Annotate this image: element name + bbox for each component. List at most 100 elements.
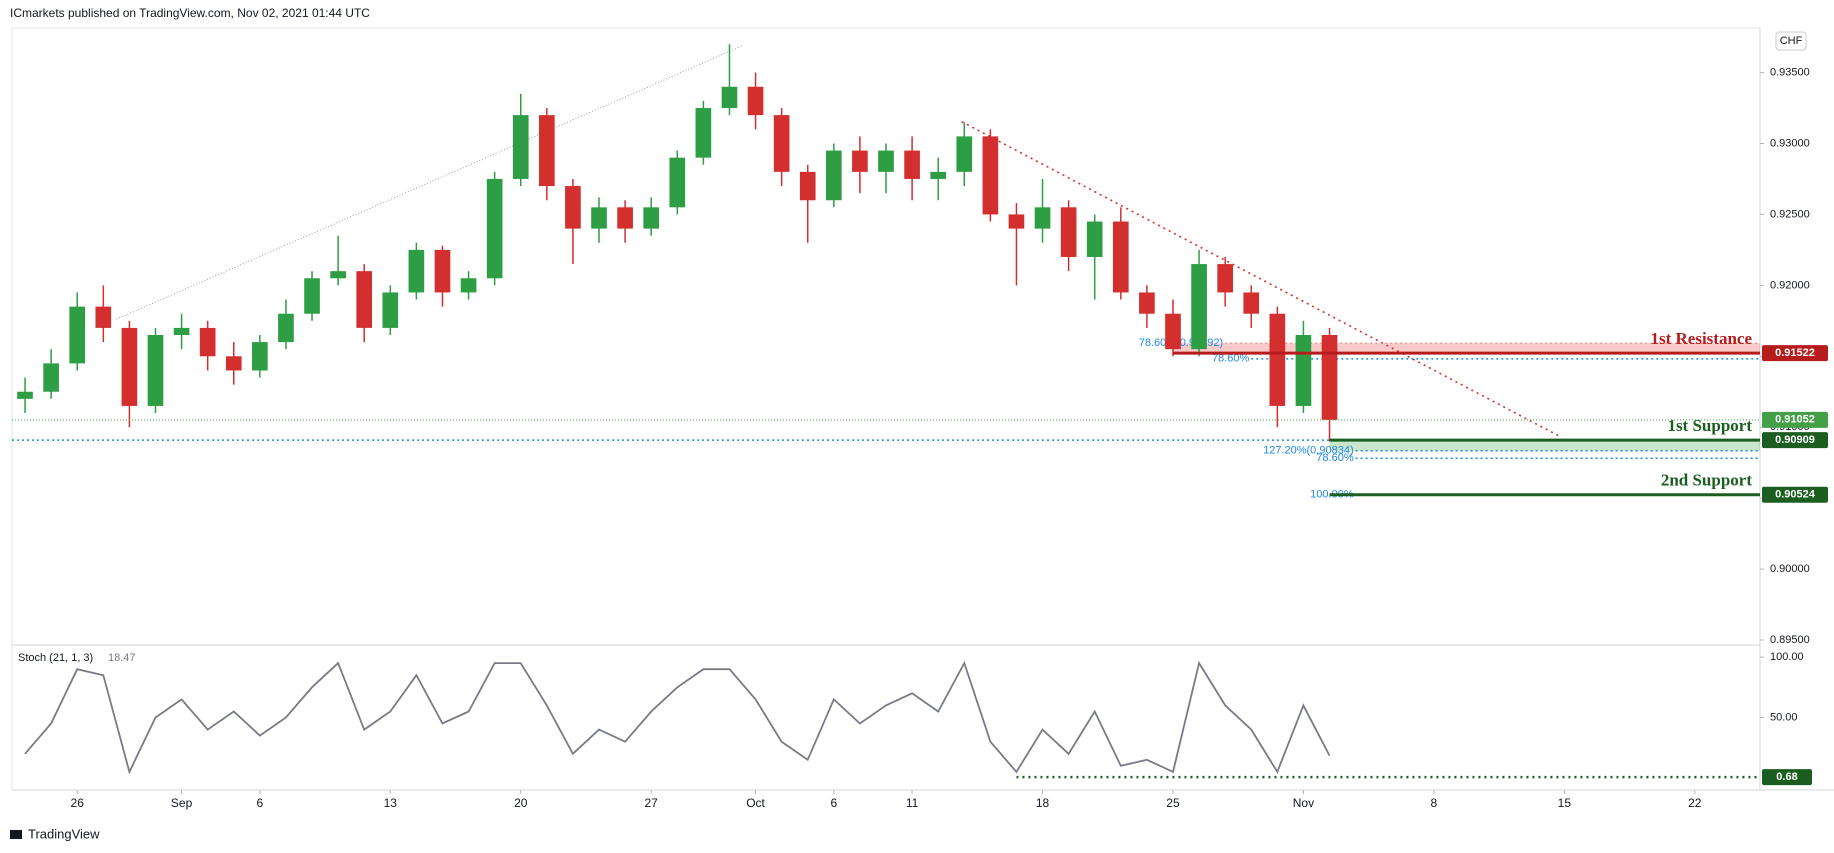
x-tick-label: 15 [1558, 796, 1572, 810]
candle-body [1139, 292, 1155, 314]
y-tick-label: 0.92500 [1770, 208, 1810, 220]
candle-body [382, 292, 399, 328]
candle-body [121, 327, 138, 406]
candle-body [408, 249, 425, 293]
candle-body [565, 186, 581, 229]
y-tick-label: 100.00 [1770, 651, 1804, 663]
candle-body [747, 86, 764, 116]
price-box [1762, 345, 1828, 362]
x-tick-label: 20 [514, 796, 528, 810]
candle-body [878, 150, 894, 172]
level-label: 1st Resistance [1650, 329, 1752, 348]
trendline [116, 45, 743, 320]
candle-body [278, 313, 294, 343]
x-tick-label: Sep [171, 796, 193, 810]
price-box [1762, 486, 1828, 503]
x-tick-label: 26 [71, 796, 85, 810]
candle-body [1243, 292, 1260, 314]
level-label: 1st Support [1667, 416, 1752, 435]
candle-body [721, 86, 738, 109]
candle-body [539, 115, 555, 187]
candle-body [356, 271, 373, 328]
x-tick-label: 8 [1431, 796, 1438, 810]
x-tick-label: 6 [257, 796, 264, 810]
candle-body [95, 306, 112, 328]
price-box-label: 0.91052 [1775, 414, 1815, 426]
price-box-label: 0.68 [1776, 771, 1797, 783]
candle-body [1086, 221, 1103, 257]
x-tick-label: 22 [1688, 796, 1702, 810]
candle-body [1217, 264, 1233, 293]
zone [1329, 440, 1760, 451]
candle-body [930, 171, 947, 179]
candle-body [330, 271, 346, 279]
indicator-title: Stoch (21, 1, 3) [18, 652, 93, 664]
y-tick-label: 0.92000 [1770, 279, 1810, 291]
candle-body [852, 150, 868, 172]
trendline [961, 120, 1560, 437]
x-tick-label: 27 [645, 796, 659, 810]
price-box [1762, 411, 1828, 428]
x-tick-label: 25 [1166, 796, 1180, 810]
brand: TradingView [28, 826, 100, 841]
y-tick-label: 0.90000 [1770, 563, 1810, 575]
candle-body [486, 178, 503, 279]
fib-label: 127.20%(0.90834) [1263, 445, 1354, 457]
candle-body [1034, 207, 1051, 229]
candle-body [304, 278, 320, 314]
price-box-label: 0.90909 [1775, 434, 1815, 446]
candle-body [1165, 313, 1181, 350]
candle-body [1191, 264, 1207, 350]
candle-body [17, 391, 33, 399]
candle-body [982, 136, 999, 215]
x-tick-label: 11 [906, 796, 919, 810]
publisher: ICmarkets published on TradingView.com, … [10, 6, 370, 20]
candle-body [591, 207, 607, 229]
price-box [1762, 769, 1812, 786]
price-box-label: 0.90524 [1775, 489, 1816, 501]
candle-body [1060, 207, 1077, 257]
x-tick-label: 13 [384, 796, 398, 810]
logo [10, 830, 22, 839]
fib-label: 78.60% [1316, 452, 1354, 464]
candle-body [1295, 335, 1312, 406]
zone [1172, 343, 1760, 354]
candle-body [460, 278, 477, 293]
candle-body [1112, 221, 1129, 293]
y-tick-label: 50.00 [1770, 711, 1798, 723]
fib-label: 78.60% [1212, 353, 1250, 365]
x-tick-label: Oct [746, 796, 765, 810]
y-tick-label: 0.93000 [1770, 137, 1810, 149]
fib-label: 78.60%(0.91592) [1139, 337, 1223, 349]
stoch-line [24, 660, 1331, 775]
candle-body [617, 207, 633, 229]
candle-body [147, 335, 164, 406]
candle-body [773, 115, 790, 172]
candle-body [225, 356, 242, 371]
candle-body [1269, 313, 1286, 406]
y-tick-label: 0.89500 [1770, 634, 1810, 646]
candle-body [904, 150, 920, 179]
candle-body [512, 115, 529, 179]
candle-body [43, 363, 59, 392]
candle-body [199, 327, 216, 357]
currency: CHF [1780, 35, 1803, 47]
candle-body [956, 136, 973, 172]
level-label: 2nd Support [1661, 471, 1753, 490]
candle-body [695, 108, 712, 158]
price-box [1762, 432, 1828, 449]
candle-body [434, 249, 451, 293]
candle-body [252, 342, 268, 371]
indicator-value: 18.47 [108, 652, 136, 664]
candle-body [799, 171, 816, 201]
candle-body [825, 150, 842, 201]
candle-body [173, 327, 190, 335]
candle-body [643, 207, 660, 229]
x-tick-label: 18 [1036, 796, 1050, 810]
candle-body [1008, 214, 1025, 229]
x-tick-label: 6 [830, 796, 837, 810]
candle-body [669, 157, 686, 208]
currency-box [1775, 31, 1807, 51]
